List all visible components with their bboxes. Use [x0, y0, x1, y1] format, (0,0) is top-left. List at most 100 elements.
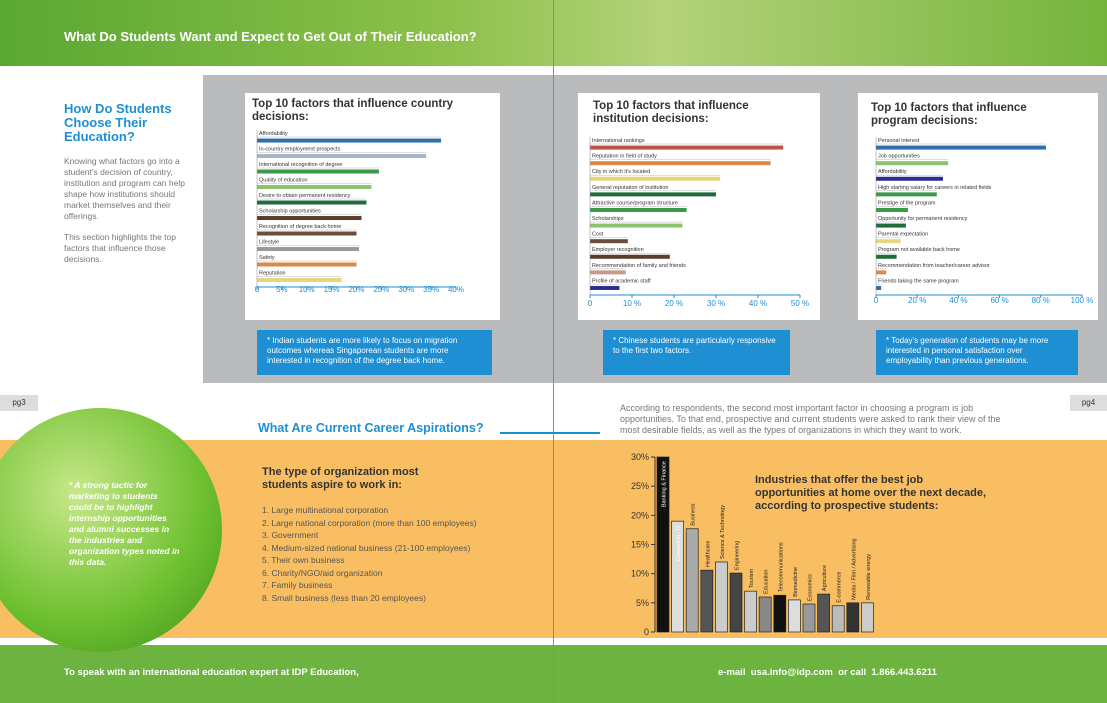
- bar: [590, 239, 628, 244]
- x-tick-label: 60 %: [990, 296, 1008, 305]
- x-tick-label: 50 %: [791, 299, 809, 308]
- chart: International rankings Reputation in fiel…: [588, 137, 809, 308]
- category-label: Science & Technology: [720, 505, 726, 559]
- footer-right: e-mail usa.info@idp.com or call 1.866.44…: [718, 667, 937, 678]
- category-label: Safety: [259, 255, 275, 261]
- bar: [257, 154, 427, 159]
- category-label: Engineering: [735, 541, 741, 570]
- category-label: Profile of academic staff: [592, 278, 651, 284]
- bar: [861, 602, 874, 633]
- bar: [257, 138, 442, 143]
- y-tick-label: 25%: [631, 481, 649, 491]
- x-tick-label: 20%: [348, 285, 364, 294]
- org-list: 1. Large multinational corporation 2. Lar…: [262, 504, 477, 604]
- bar: [257, 231, 357, 236]
- chart-title: Industries that offer the best job oppor…: [755, 474, 987, 512]
- bar: [802, 603, 816, 633]
- bar: [257, 262, 357, 267]
- x-tick-label: 0: [874, 296, 879, 305]
- y-tick-label: 30%: [631, 452, 649, 462]
- category-label: Reputation in field of study: [592, 154, 657, 160]
- x-tick-label: 40 %: [749, 299, 767, 308]
- y-tick-label: 0: [644, 627, 649, 637]
- bar: [590, 270, 626, 275]
- bar: [876, 145, 1046, 150]
- x-tick-label: 40 %: [949, 296, 967, 305]
- bar: [876, 176, 943, 181]
- x-tick-label: 100 %: [1071, 296, 1094, 305]
- category-label: Scholarship opportunities: [259, 209, 321, 215]
- bar: [876, 207, 908, 212]
- bar: [257, 169, 379, 174]
- category-label: Biomedicine: [793, 567, 799, 597]
- bar: [590, 161, 771, 166]
- category-label: Education: [764, 570, 770, 594]
- chart-title: Top 10 factors that influence program de…: [871, 102, 1027, 127]
- intro-paragraph: This section highlights the top factors …: [64, 232, 176, 264]
- bar: [876, 285, 882, 290]
- bar: [715, 561, 728, 633]
- bar: [685, 528, 699, 633]
- category-label: Business: [691, 503, 697, 526]
- bar: [656, 456, 670, 633]
- bar: [817, 593, 830, 633]
- bar: [788, 599, 801, 633]
- org-list-item: 3. Government: [262, 530, 319, 540]
- chart: Affordability In-country employment prosp…: [255, 130, 464, 294]
- bar: [758, 596, 772, 633]
- x-tick-label: 35%: [423, 285, 439, 294]
- x-tick-label: 30 %: [707, 299, 725, 308]
- bar: [257, 247, 359, 252]
- category-label: Economics: [808, 574, 814, 601]
- category-label: Employer recognition: [592, 247, 644, 253]
- intro-heading: How Do Students Choose Their Education?: [64, 101, 172, 144]
- x-tick-label: 0: [255, 285, 260, 294]
- bar: [590, 192, 716, 197]
- category-label: Job opportunities: [878, 154, 920, 160]
- category-label: E-commerce: [837, 572, 843, 603]
- category-label: Media / Film / Advertising: [851, 538, 857, 599]
- category-label: Attractive course/program structure: [592, 200, 678, 206]
- bar: [744, 590, 757, 633]
- intro-paragraph: Knowing what factors go into a student's…: [64, 156, 185, 221]
- bar: [590, 223, 683, 228]
- category-label: Banking & Finance: [662, 461, 668, 507]
- chart-title: Top 10 factors that influence institutio…: [593, 100, 749, 125]
- bar: [257, 216, 362, 221]
- bar: [257, 278, 342, 283]
- category-label: Quality of education: [259, 178, 308, 184]
- chart: 0 5% 10% 15% 20% 25% 30% Banking & Finance Compu…: [631, 452, 874, 637]
- intro-text: According to respondents, the second mos…: [620, 403, 1001, 435]
- org-list-item: 4. Medium-sized national business (21-10…: [262, 542, 471, 553]
- category-label: High starting salary for careers in rela…: [878, 185, 992, 191]
- bar: [671, 520, 684, 633]
- bar: [876, 161, 949, 166]
- category-label: Affordability: [259, 131, 288, 137]
- y-tick-label: 20%: [631, 510, 649, 520]
- category-label: Lifestyle: [259, 240, 279, 246]
- bar: [590, 285, 620, 290]
- category-label: General reputation of institution: [592, 185, 668, 191]
- category-label: Agriculture: [822, 565, 828, 591]
- section-heading: What Are Current Career Aspirations?: [258, 421, 484, 435]
- x-tick-label: 5%: [276, 285, 288, 294]
- bar: [590, 254, 670, 259]
- bar: [876, 239, 901, 244]
- bar: [876, 192, 937, 197]
- bar: [700, 569, 714, 633]
- x-tick-label: 40%: [448, 285, 464, 294]
- category-label: Recognition of degree back home: [259, 224, 341, 230]
- category-label: Program not available back home: [878, 247, 960, 253]
- category-label: Opportunity for permanent residency: [878, 216, 968, 222]
- category-label: Cost: [592, 232, 604, 238]
- category-label: International rankings: [592, 138, 645, 144]
- x-tick-label: 20 %: [665, 299, 683, 308]
- bar: [773, 594, 787, 633]
- bar: [590, 207, 687, 212]
- bar: [257, 200, 367, 205]
- category-label: Telecommunications: [778, 542, 784, 592]
- org-list-item: 7. Family business: [262, 580, 333, 590]
- chart-note: * Today's generation of students may be …: [876, 330, 1078, 375]
- x-tick-label: 15%: [324, 285, 340, 294]
